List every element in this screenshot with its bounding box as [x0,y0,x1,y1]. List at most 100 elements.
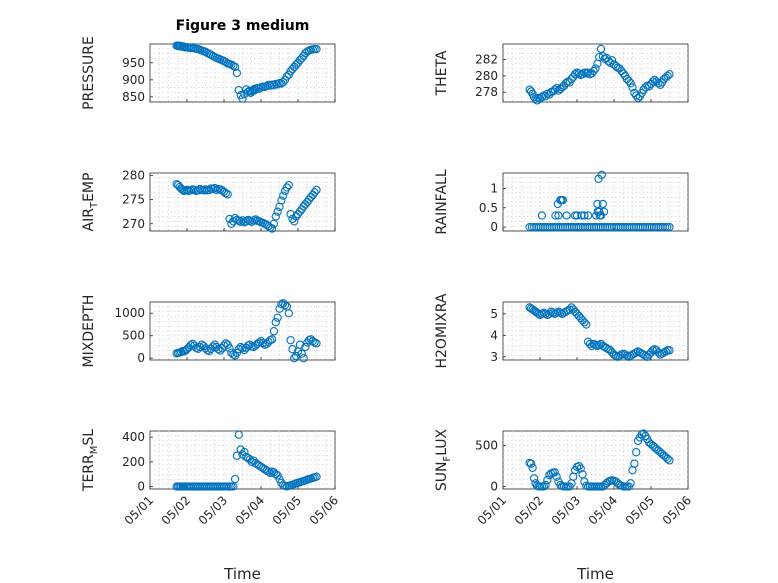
subplot-6-point [580,318,589,327]
subplot-8-point [529,474,539,483]
subplot-6-point [565,305,574,314]
subplot-3-point [176,184,186,193]
subplot-8-point [526,459,536,468]
subplot-8-xtick-label: 05/06 [660,493,694,527]
subplot-6-point [556,308,565,317]
subplot-5-point [295,340,305,349]
subplot-4: 0 0.5 1 RAINFALL [434,169,689,235]
subplot-5-ytick-label: 0 [137,351,145,365]
subplot-4-ytick-label: 1 [490,181,498,195]
subplot-8-xtick-label: 05/01 [475,493,509,527]
subplot-8-point [550,468,559,477]
subplot-4-point [551,211,560,220]
subplot-6-point [585,339,595,349]
subplot-3-point [236,217,245,226]
subplot-8-point [626,479,635,488]
subplot-8-point [541,480,550,490]
subplot-8-point [663,454,672,463]
subplot-6-point [632,348,641,357]
subplot-4-point [583,211,593,220]
subplot-5-ytick-label: 1000 [114,306,145,320]
subplot-4-point [574,222,583,232]
subplot-6-series [525,303,674,361]
subplot-4-point [593,207,602,216]
subplot-3-point [271,212,280,221]
subplot-8-point [576,464,585,473]
subplot-5-point [269,327,279,336]
subplot-4-point [618,222,628,232]
subplot-3-point [279,191,288,200]
subplot-1-title: Figure 3 medium [176,18,310,34]
subplot-7-point [232,451,242,460]
subplot-8-series [525,429,674,491]
subplot-2-point [550,85,559,94]
subplot-5-point [288,345,297,354]
subplot-4-point [541,222,550,232]
subplot-7-xtick-label: 05/05 [270,493,304,527]
subplot-8-xlabel: Time [576,565,614,583]
subplot-2-point [626,79,635,88]
subplot-2-point [663,71,672,81]
subplot-2-point [596,44,606,54]
subplot-8: 0 500 05/01 05/02 05/03 05/04 05/05 05/06 SUNFLU… [434,428,694,583]
subplot-7-xtick-label: 05/04 [233,493,267,527]
subplot-4-point [629,222,639,232]
subplot-4-point [599,207,609,216]
subplot-2-point [589,66,598,76]
subplot-3-ytick-label: 270 [122,217,145,231]
subplot-6-ytick-label: 4 [490,328,498,342]
subplot-6: 3 4 5 H2OMIXRA [434,293,689,369]
subplot-3-point [312,185,321,195]
subplot-2-point [656,80,665,89]
subplot-7-ytick-label: 200 [122,455,145,469]
subplot-8-point [639,429,648,438]
subplot-8-point [665,456,674,465]
subplot-4-point [627,222,636,232]
subplot-8-point [552,472,561,481]
subplot-4-point [660,222,670,232]
subplot-3-point [227,219,236,228]
subplot-3-point [199,186,208,195]
subplot-5-point [280,300,290,310]
subplot-3-point [273,207,282,216]
subplot-5-point [267,335,277,344]
subplot-1-point [273,80,282,89]
subplot-1-grid [150,44,335,102]
subplot-4-point [640,222,650,232]
subplot-5-series [172,299,321,363]
subplot-7-ylabel: TERRMSL [81,429,100,492]
subplot-4-series [525,170,674,232]
subplot-4-point [527,222,537,232]
subplot-2-point [665,70,674,79]
subplot-4-point [593,199,602,209]
subplot-6-ylabel: H2OMIXRA [434,293,450,368]
subplot-5-point [258,338,268,348]
subplot-4-point [663,222,672,232]
subplot-2-point [624,76,633,85]
subplot-5-point [297,349,306,358]
subplot-1: 850 900 950 PRESSURE Figure 3 medium [81,18,336,110]
subplot-5-point [286,336,295,345]
subplot-2-ytick-label: 282 [475,53,498,67]
subplot-8-ylabel: SUNFLUX [434,428,453,491]
subplot-3-ytick-label: 275 [122,193,145,207]
subplot-8-point [543,475,552,485]
subplot-6-point [665,346,674,355]
subplot-4-point [592,211,601,220]
subplot-3-point [210,183,219,193]
subplot-8-point [578,470,587,479]
subplot-7-xtick-label: 05/02 [159,493,193,527]
subplot-3-point [269,219,279,228]
subplot-1-point [188,43,197,52]
subplot-5-point [273,313,282,322]
subplot-2-point [552,83,561,93]
subplot-8-point [528,463,537,472]
subplot-6-point [661,347,670,356]
subplot-6-ytick-label: 3 [490,350,498,364]
subplot-4-point [585,222,594,232]
subplot-3: 270 275 280 AIRTEMP [81,168,336,233]
subplot-1-ylabel: PRESSURE [81,36,97,110]
subplot-1-point [230,62,240,72]
subplot-4-point [583,222,592,232]
